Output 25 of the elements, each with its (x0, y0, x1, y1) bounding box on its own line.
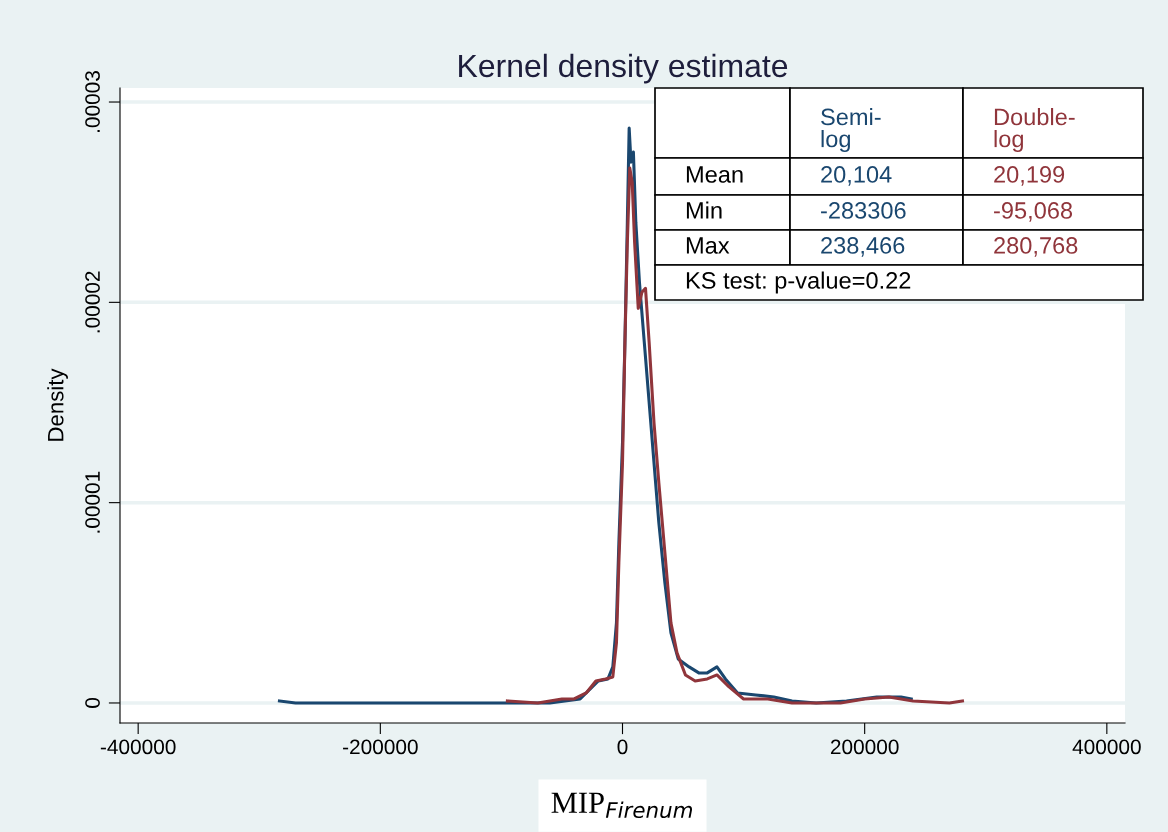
x-tick-label: 0 (617, 739, 628, 755)
annotation: Max (686, 237, 730, 254)
x-tick-label: -200000 (343, 739, 418, 755)
annotation: Min (686, 201, 722, 219)
x-tick-label: 400000 (1072, 739, 1141, 755)
annotation: 20,104 (821, 166, 892, 186)
annotation: 280,768 (994, 237, 1078, 257)
annotation: KS test: p-value=0.22 (686, 271, 911, 294)
annotation: -283306 (821, 202, 906, 219)
x-tick-label: 200000 (830, 739, 899, 755)
annotation: 20,199 (994, 166, 1065, 186)
annotation: -95,068 (994, 202, 1073, 222)
x-axis-title: MIP$_{Firenum}$ (551, 792, 693, 819)
annotation: Mean (686, 166, 743, 183)
text: Semi- log (821, 107, 881, 152)
text: Double- log (994, 107, 1075, 152)
y-tick-label: 0 (85, 697, 100, 708)
x-tick-label: -400000 (100, 739, 176, 755)
chart-title: Kernel density estimate (459, 53, 788, 84)
y-tick-label: .00002 (85, 271, 100, 333)
y-tick-label: .00003 (85, 71, 100, 132)
y-tick-label: .00001 (85, 471, 100, 533)
y-axis-title: Density (47, 368, 68, 441)
annotation: 238,466 (821, 237, 905, 257)
line-series (505, 166, 964, 705)
